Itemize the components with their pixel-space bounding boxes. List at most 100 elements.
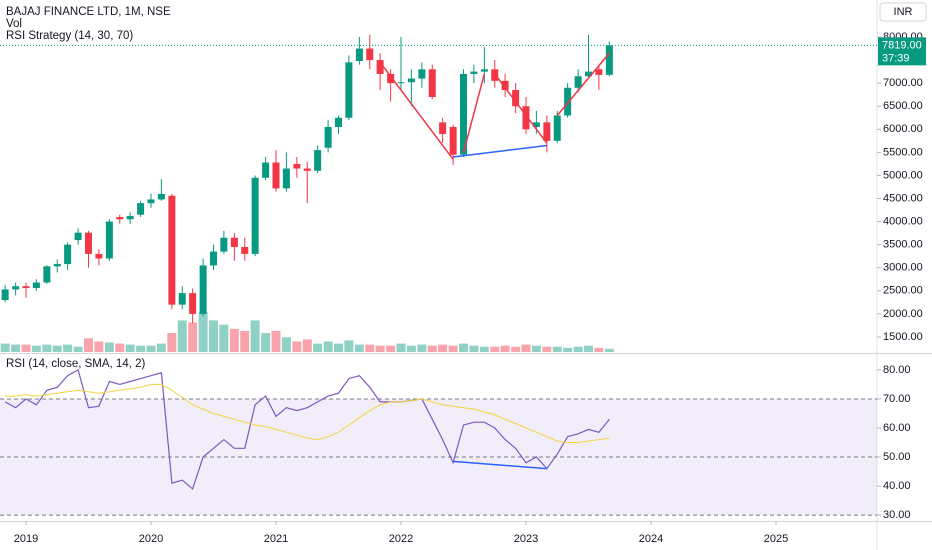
- y-tick-label: 80.00: [883, 364, 911, 376]
- volume-bar: [448, 345, 458, 352]
- volume-bar: [271, 330, 281, 352]
- candle-body: [397, 82, 405, 84]
- rsi-line: [5, 383, 610, 443]
- y-tick-label: 4000.00: [883, 215, 923, 227]
- currency-button[interactable]: [879, 2, 927, 22]
- candle-body: [355, 48, 363, 62]
- candle-body: [116, 216, 124, 220]
- trend-line: [379, 61, 454, 160]
- volume-bar: [594, 347, 604, 352]
- candle-body: [178, 293, 186, 305]
- volume-bar: [511, 346, 521, 352]
- candle-body: [147, 199, 155, 204]
- candle-body: [189, 293, 197, 314]
- volume-bar: [177, 320, 187, 352]
- volume-bar: [94, 341, 104, 352]
- y-tick-label: 2500.00: [883, 285, 923, 297]
- candle-body: [53, 264, 61, 267]
- volume-bar: [31, 345, 41, 352]
- volume-bar: [344, 340, 354, 352]
- candle-body: [32, 282, 40, 289]
- volume-bar: [563, 347, 573, 352]
- volume-bar: [334, 343, 343, 352]
- candle-body: [137, 203, 145, 215]
- volume-bar: [479, 346, 489, 352]
- volume-bar: [302, 339, 312, 352]
- candle-body: [314, 150, 322, 171]
- y-tick-label: 60.00: [883, 422, 911, 434]
- volume-bar: [84, 338, 93, 352]
- x-tick-label: 2024: [639, 533, 663, 545]
- candle-body: [387, 73, 395, 84]
- last-price-box: [878, 37, 926, 66]
- candle-body: [262, 162, 270, 178]
- volume-bar: [500, 345, 510, 352]
- candle-body: [74, 232, 82, 241]
- y-tick-label: 4500.00: [883, 192, 923, 204]
- volume-bar: [250, 320, 260, 352]
- volume-bar: [63, 344, 73, 352]
- candle-body: [376, 60, 384, 74]
- candle-body: [543, 122, 551, 141]
- volume-bar: [469, 345, 479, 352]
- volume-bar: [438, 344, 448, 352]
- volume-bar: [313, 343, 323, 352]
- volume-bar: [115, 343, 125, 352]
- volume-bar: [552, 346, 562, 352]
- candle-body: [43, 266, 51, 283]
- volume-bar: [21, 344, 31, 352]
- candle-body: [428, 69, 436, 97]
- volume-bar: [209, 320, 218, 352]
- y-tick-label: 3500.00: [883, 239, 923, 251]
- x-tick-label: 2019: [14, 533, 38, 545]
- volume-bar: [427, 345, 437, 352]
- volume-bar: [136, 345, 146, 352]
- candle-body: [470, 71, 478, 74]
- candle-body: [439, 122, 447, 134]
- volume-bar: [417, 344, 427, 352]
- volume-bar: [386, 345, 396, 352]
- y-tick-label: 40.00: [883, 480, 911, 492]
- volume-bar: [573, 346, 583, 352]
- y-tick-label: 2000.00: [883, 308, 923, 320]
- volume-label: Vol: [6, 18, 22, 30]
- candle-body: [157, 193, 165, 200]
- trend-line: [556, 52, 610, 116]
- y-tick-label: 3000.00: [883, 262, 923, 274]
- candle-body: [585, 71, 592, 77]
- volume-bar: [531, 345, 541, 352]
- candle-body: [605, 45, 613, 75]
- candle-body: [449, 126, 457, 155]
- candle-body: [366, 48, 374, 61]
- symbol-title: BAJAJ FINANCE LTD, 1M, NSE: [6, 6, 171, 18]
- candle-body: [345, 62, 353, 118]
- candle-body: [564, 87, 572, 116]
- candle-body: [85, 232, 92, 254]
- candle-body: [64, 244, 72, 265]
- currency-label: INR: [894, 6, 913, 18]
- candle-body: [595, 69, 603, 75]
- candle-body: [272, 162, 280, 189]
- rsi-line: [4, 369, 610, 490]
- candle-body: [480, 69, 488, 72]
- volume-bar: [104, 342, 114, 352]
- volume-bar: [396, 343, 406, 352]
- y-tick-label: 70.00: [883, 393, 911, 405]
- volume-bar: [240, 330, 250, 352]
- rsi-title: RSI (14, close, SMA, 14, 2): [6, 358, 146, 370]
- candle-body: [553, 115, 561, 141]
- trend-line: [453, 460, 547, 470]
- volume-bar: [188, 322, 198, 352]
- volume-bar: [11, 344, 21, 352]
- candle-body: [95, 253, 103, 259]
- volume-bar: [323, 341, 333, 352]
- candle-body: [512, 90, 520, 107]
- candle-body: [335, 117, 342, 127]
- volume-bar: [490, 346, 500, 352]
- trend-line: [462, 73, 486, 153]
- candle-body: [324, 126, 332, 148]
- volume-bar: [198, 312, 208, 352]
- x-tick-label: 2022: [389, 533, 413, 545]
- x-tick-label: 2021: [264, 533, 288, 545]
